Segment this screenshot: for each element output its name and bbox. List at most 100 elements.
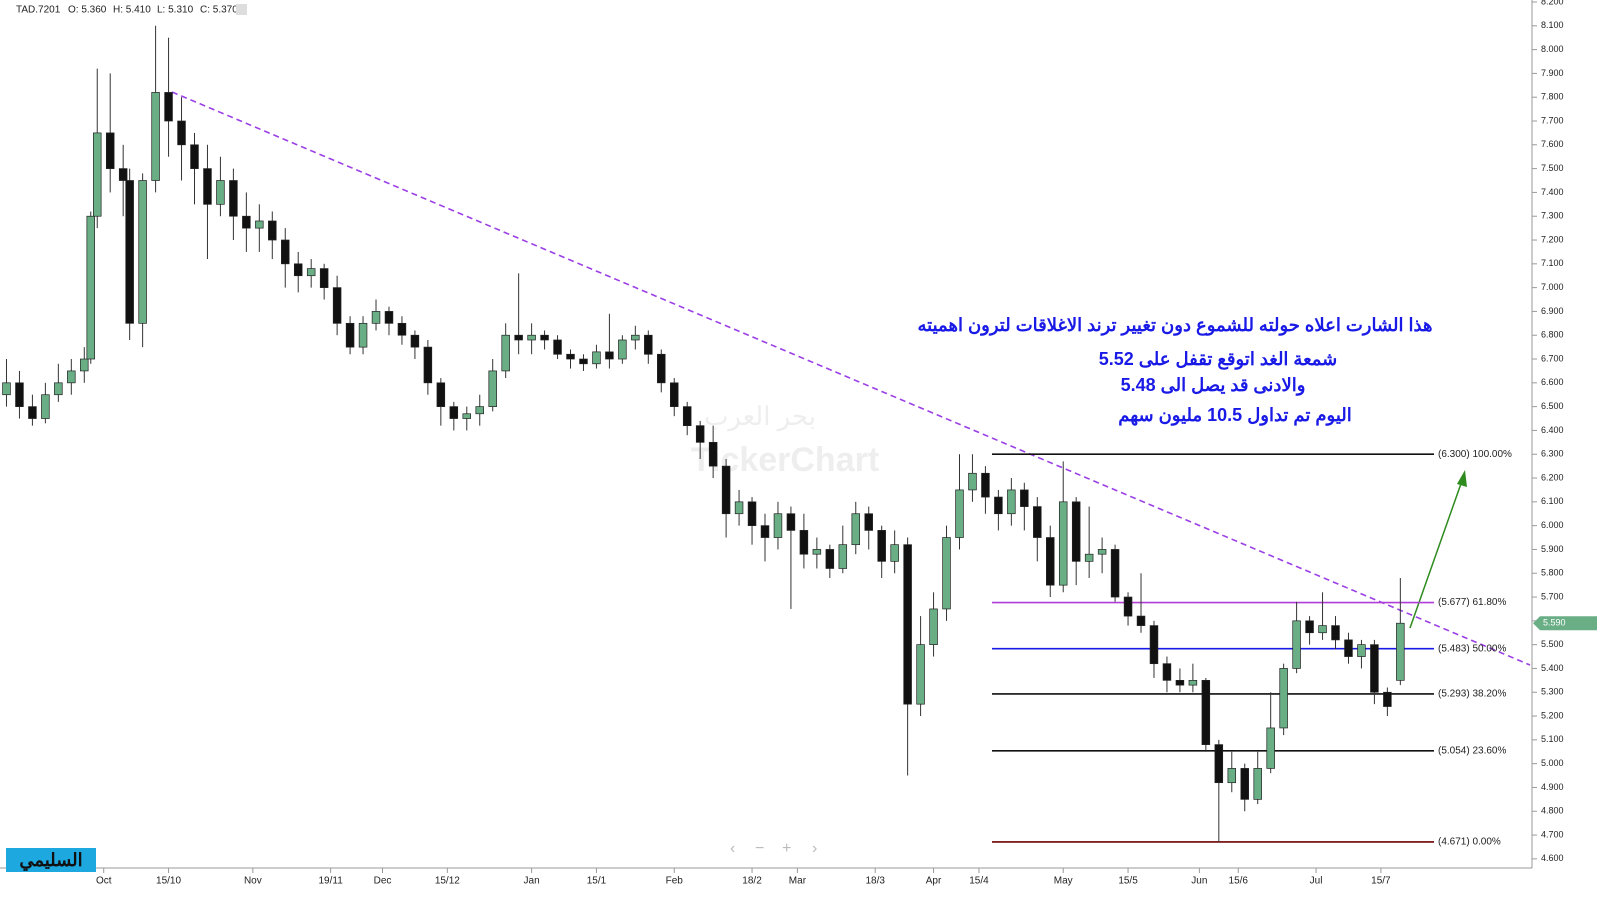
candle-body [28, 406, 37, 419]
candle-body [540, 334, 549, 341]
candle-body [1383, 691, 1392, 707]
trend-line [171, 91, 1531, 666]
x-tick-label: 18/3 [865, 876, 885, 887]
x-tick-label: 15/5 [1118, 876, 1138, 887]
candle-body [216, 180, 225, 205]
y-tick-label: 5.000 [1541, 758, 1564, 768]
x-tick-label: Feb [666, 876, 684, 887]
candle-body [527, 334, 536, 341]
y-tick-label: 5.100 [1541, 734, 1564, 744]
candle-body [488, 370, 497, 407]
price-badge-label: 5.590 [1543, 618, 1566, 628]
candle-body [423, 346, 433, 384]
y-tick-label: 7.600 [1541, 139, 1564, 149]
zoom-out[interactable]: − [755, 840, 764, 857]
y-tick-label: 5.900 [1541, 544, 1564, 554]
candle-body [281, 239, 290, 265]
menu-icon[interactable] [236, 4, 247, 15]
candle-body [669, 382, 679, 407]
candle-body [903, 544, 912, 705]
watermark: بحر العرب [704, 401, 816, 432]
y-tick-label: 8.100 [1541, 20, 1564, 30]
x-tick-label: Jul [1310, 876, 1323, 887]
candle-body [812, 549, 822, 555]
candle-body [345, 322, 355, 348]
y-tick-label: 6.200 [1541, 472, 1564, 482]
candle-body [734, 501, 744, 515]
candle-body [721, 465, 731, 515]
candle-body [851, 513, 861, 546]
fib-label: (6.300) 100.00% [1438, 449, 1512, 460]
fib-label: (5.054) 23.60% [1438, 745, 1506, 756]
candle-body [319, 268, 329, 288]
x-tick-label: 15/6 [1229, 876, 1249, 887]
y-tick-label: 7.100 [1541, 258, 1564, 268]
annotation: شمعة الغد اتوقع تقفل على 5.52 [1099, 349, 1338, 370]
candle-body [1279, 668, 1288, 729]
candle-body [825, 549, 835, 569]
y-tick-label: 7.900 [1541, 68, 1564, 78]
candle-body [657, 353, 666, 384]
candle-body [760, 525, 770, 538]
candle-body [1071, 501, 1081, 562]
zoom-in[interactable]: + [782, 840, 791, 857]
candle-body [994, 496, 1003, 515]
annotation: هذا الشارت اعلاه حولته للشموع دون تغيير … [918, 315, 1433, 336]
candle-body [293, 263, 303, 277]
candle-body [916, 644, 925, 705]
y-tick-label: 6.900 [1541, 306, 1564, 316]
y-tick-label: 6.000 [1541, 520, 1564, 530]
fib-label: (5.293) 38.20% [1438, 689, 1506, 700]
scroll-controls: ‹ − + › [730, 840, 817, 857]
signature: السليمي [19, 850, 82, 871]
candle-body [86, 215, 96, 360]
y-tick-label: 6.500 [1541, 401, 1564, 411]
close: C: 5.370 [200, 5, 238, 16]
price-badge [1533, 616, 1597, 631]
candle-body [105, 132, 115, 169]
y-tick-label: 6.100 [1541, 496, 1564, 506]
candle-body [968, 472, 977, 491]
scroll-right[interactable]: › [812, 840, 817, 857]
y-tick-label: 8.000 [1541, 44, 1564, 54]
candle-body [1292, 620, 1301, 669]
y-tick-label: 4.600 [1541, 853, 1564, 863]
candle-body [384, 311, 394, 324]
candle-body [1214, 744, 1224, 784]
candle-body [371, 311, 381, 324]
candle-body [864, 513, 873, 531]
candle-body [799, 530, 809, 555]
scroll-left[interactable]: ‹ [730, 840, 735, 857]
y-tick-label: 5.300 [1541, 687, 1564, 697]
candle-body [1175, 679, 1185, 686]
y-tick-label: 4.700 [1541, 829, 1564, 839]
candle-body [631, 334, 640, 341]
candle-body [501, 334, 510, 372]
fib-label: (5.677) 61.80% [1438, 597, 1506, 608]
header: TAD.7201 O: 5.360 H: 5.410 L: 5.310 C: 5… [16, 4, 247, 16]
x-tick-label: 15/12 [435, 876, 460, 887]
candle-body [1266, 727, 1275, 769]
candle-body [177, 120, 186, 146]
candle-body [306, 268, 316, 277]
y-tick-label: 6.300 [1541, 449, 1564, 459]
candle-body [268, 220, 277, 241]
candle-body [1136, 615, 1146, 626]
candle-body [1396, 622, 1405, 681]
candle-body [118, 168, 128, 181]
candle-body [1227, 768, 1237, 784]
x-tick-label: Dec [374, 876, 392, 887]
low: L: 5.310 [157, 5, 194, 16]
x-tick-label: Mar [789, 876, 807, 887]
y-tick-label: 7.200 [1541, 234, 1564, 244]
candle-body [475, 406, 484, 415]
annotation: اليوم تم تداول 10.5 مليون سهم [1118, 405, 1352, 426]
candle-body [553, 339, 562, 355]
y-tick-label: 4.900 [1541, 782, 1564, 792]
candle-body [2, 382, 11, 396]
y-tick-label: 7.400 [1541, 187, 1564, 197]
candle-body [410, 334, 420, 348]
candle-body [838, 544, 848, 569]
candle-body [618, 339, 627, 360]
